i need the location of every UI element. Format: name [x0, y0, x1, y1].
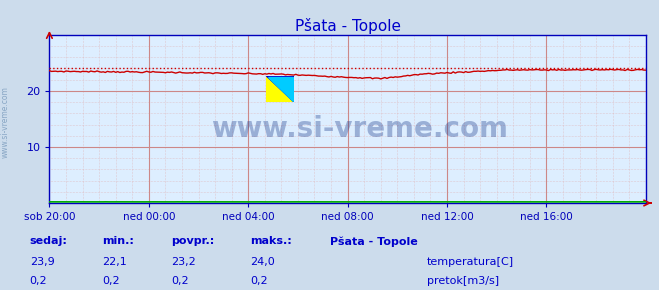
Text: povpr.:: povpr.: [171, 236, 215, 246]
Text: www.si-vreme.com: www.si-vreme.com [1, 86, 10, 158]
Text: maks.:: maks.: [250, 236, 292, 246]
Text: 0,2: 0,2 [250, 276, 268, 286]
Text: 23,2: 23,2 [171, 257, 196, 267]
Text: 22,1: 22,1 [102, 257, 127, 267]
Text: min.:: min.: [102, 236, 134, 246]
Polygon shape [266, 76, 294, 102]
Text: 24,0: 24,0 [250, 257, 275, 267]
Title: Pšata - Topole: Pšata - Topole [295, 18, 401, 34]
Text: 0,2: 0,2 [30, 276, 47, 286]
Text: temperatura[C]: temperatura[C] [427, 257, 514, 267]
Text: www.si-vreme.com: www.si-vreme.com [211, 115, 508, 143]
Text: 0,2: 0,2 [171, 276, 189, 286]
Polygon shape [268, 77, 293, 101]
Text: 23,9: 23,9 [30, 257, 55, 267]
Text: sedaj:: sedaj: [30, 236, 67, 246]
Text: Pšata - Topole: Pšata - Topole [330, 236, 417, 247]
Text: pretok[m3/s]: pretok[m3/s] [427, 276, 499, 286]
Polygon shape [266, 76, 294, 102]
Text: 0,2: 0,2 [102, 276, 120, 286]
